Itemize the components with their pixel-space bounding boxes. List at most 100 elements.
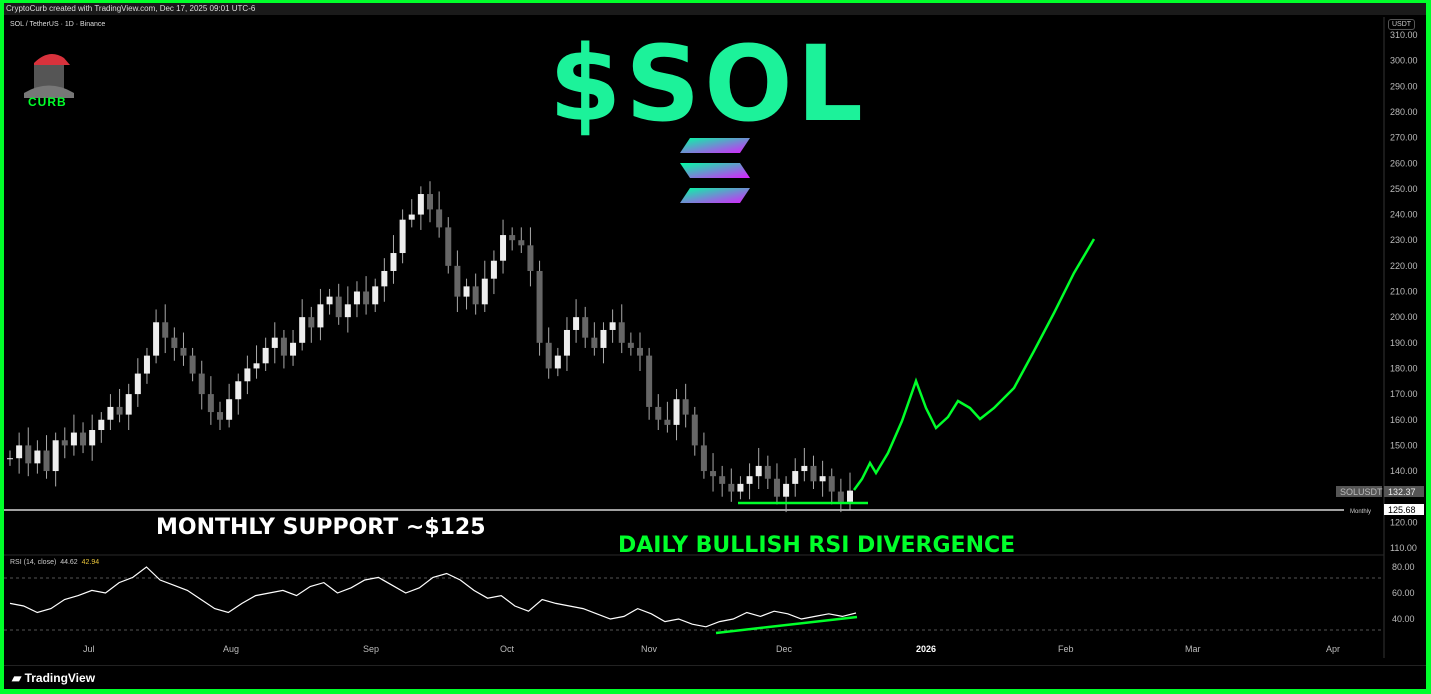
divergence-annotation: DAILY BULLISH RSI DIVERGENCE	[618, 533, 1016, 558]
candle	[500, 235, 507, 261]
candle	[545, 342, 552, 369]
candle	[783, 483, 790, 497]
candle	[490, 260, 497, 279]
candle	[390, 253, 397, 271]
candle	[153, 322, 160, 356]
price-tick: 300.00	[1390, 56, 1418, 66]
time-tick: Mar	[1185, 644, 1201, 654]
candle	[381, 270, 388, 287]
candle	[16, 445, 23, 459]
candle	[646, 355, 653, 407]
price-tick: 280.00	[1390, 107, 1418, 117]
rsi-legend[interactable]: RSI (14, close) 44.62 42.94	[10, 559, 100, 566]
price-tick: 150.00	[1390, 440, 1418, 450]
candle	[445, 227, 452, 266]
rsi-tick: 40.00	[1392, 614, 1415, 624]
candle	[171, 337, 178, 348]
price-tick: 120.00	[1390, 517, 1418, 527]
symbol-info[interactable]: SOL / TetherUS · 1D · Binance	[10, 21, 106, 28]
candle	[436, 209, 443, 228]
projection-path	[852, 238, 1096, 491]
logo-text: CURB	[28, 95, 67, 109]
candle	[554, 355, 561, 369]
candle	[773, 478, 780, 497]
time-tick: Jul	[83, 644, 95, 654]
candle	[244, 368, 251, 382]
candle	[691, 414, 698, 446]
candle	[573, 317, 580, 330]
candle	[299, 317, 306, 343]
last-price-value: 132.37	[1388, 487, 1416, 497]
candle	[682, 399, 689, 415]
candle	[308, 317, 315, 328]
candle	[408, 214, 415, 220]
page-title: $SOL	[549, 23, 867, 145]
candle	[271, 337, 278, 348]
candle	[637, 347, 643, 356]
chart-frame: CryptoCurb created with TradingView.com,…	[4, 3, 1426, 689]
price-tick: 230.00	[1390, 235, 1418, 245]
candle	[180, 347, 187, 356]
candle	[454, 265, 461, 297]
price-tick: 180.00	[1390, 363, 1418, 373]
candle	[719, 476, 726, 484]
candle	[582, 317, 589, 338]
candle	[536, 270, 543, 343]
candle	[618, 322, 625, 343]
time-tick: Sep	[363, 644, 379, 654]
rsi-tick: 60.00	[1392, 588, 1415, 598]
candle	[335, 296, 342, 318]
candle	[591, 337, 598, 348]
chart-canvas[interactable]: 310.00 300.00 290.00 280.00 270.00 260.00 250.…	[4, 3, 1426, 689]
candle	[563, 329, 570, 356]
price-tick: 160.00	[1390, 415, 1418, 425]
candle	[710, 471, 717, 477]
candle	[801, 465, 808, 472]
time-tick: 2026	[916, 644, 936, 654]
time-tick: Aug	[223, 644, 239, 654]
candle	[253, 363, 260, 369]
time-tick: Feb	[1058, 644, 1074, 654]
price-tick: 140.00	[1390, 466, 1418, 476]
candle	[417, 194, 424, 215]
rsi-divergence-line	[715, 615, 858, 635]
candle	[226, 399, 233, 420]
candle	[143, 355, 150, 374]
candle	[89, 430, 96, 446]
candle	[61, 440, 68, 446]
price-tick: 310.00	[1390, 30, 1418, 40]
candle	[372, 286, 379, 305]
candle	[609, 322, 616, 330]
candle	[52, 440, 59, 472]
candle	[481, 278, 488, 305]
price-tick: 260.00	[1390, 158, 1418, 168]
candle	[509, 235, 516, 241]
currency-button[interactable]: USDT	[1388, 19, 1416, 30]
candle	[7, 458, 13, 460]
candle	[518, 240, 525, 246]
price-tick: 290.00	[1390, 81, 1418, 91]
tradingview-brand[interactable]: ▰ TradingView	[4, 665, 1426, 689]
created-by: CryptoCurb created with TradingView.com,…	[4, 3, 1426, 15]
candle	[792, 471, 799, 484]
candle	[43, 450, 50, 472]
candle	[353, 291, 360, 305]
time-tick: Nov	[641, 644, 658, 654]
candle	[737, 483, 744, 492]
candle	[427, 194, 433, 210]
avatar-logo	[24, 54, 74, 98]
candle	[162, 322, 169, 338]
candle	[527, 245, 534, 271]
candle	[280, 337, 287, 356]
rsi-tick: 80.00	[1392, 562, 1415, 572]
candle	[107, 406, 114, 420]
price-tick: 240.00	[1390, 210, 1418, 220]
candle	[235, 381, 242, 400]
price-tick: 270.00	[1390, 133, 1418, 143]
candle	[116, 406, 123, 415]
price-tick: 250.00	[1390, 184, 1418, 194]
price-tick: 200.00	[1390, 312, 1418, 322]
time-tick: Dec	[776, 644, 793, 654]
candle	[134, 373, 141, 395]
candle	[700, 445, 707, 472]
